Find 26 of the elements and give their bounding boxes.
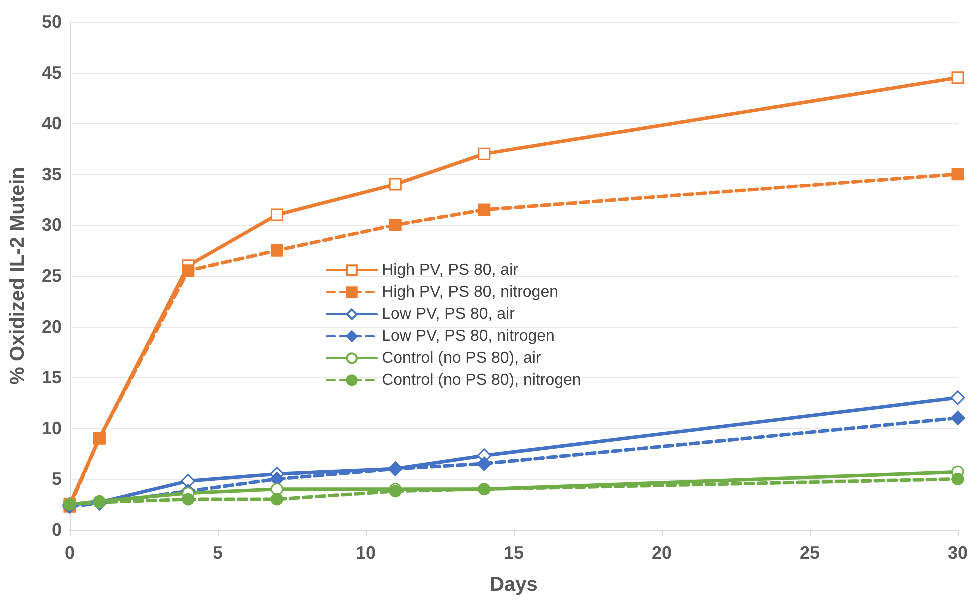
legend-label: Control (no PS 80), nitrogen xyxy=(382,372,582,389)
y-tick-label: 5 xyxy=(52,469,62,490)
y-tick-label: 40 xyxy=(42,114,62,134)
y-tick-label: 0 xyxy=(52,520,62,540)
x-tick-label: 10 xyxy=(356,543,376,563)
x-tick-label: 0 xyxy=(64,543,76,563)
legend-label: Low PV, PS 80, nitrogen xyxy=(382,328,555,345)
y-tick-label: 30 xyxy=(42,215,62,236)
legend-label: Control (no PS 80), air xyxy=(382,350,542,367)
y-tick-label: 45 xyxy=(42,62,62,83)
x-tick-label: 30 xyxy=(948,543,968,563)
y-tick-label: 35 xyxy=(42,164,62,184)
y-tick-label: 50 xyxy=(42,12,62,32)
y-tick-label: 25 xyxy=(42,266,62,286)
x-tick-label: 15 xyxy=(504,543,524,563)
legend-label: High PV, PS 80, air xyxy=(382,262,520,279)
y-tick-label: 10 xyxy=(42,418,62,438)
legend-label: Low PV, PS 80, air xyxy=(382,306,516,323)
x-tick-label: 25 xyxy=(800,543,820,563)
y-tick-label: 20 xyxy=(42,316,62,337)
y-tick-label: 15 xyxy=(42,368,62,388)
x-tick-label: 5 xyxy=(212,543,224,563)
x-axis-title: Days xyxy=(490,574,538,596)
x-tick-label: 20 xyxy=(652,543,672,563)
y-axis-title: % Oxidized IL-2 Mutein xyxy=(7,167,29,385)
legend-label: High PV, PS 80, nitrogen xyxy=(382,284,559,301)
